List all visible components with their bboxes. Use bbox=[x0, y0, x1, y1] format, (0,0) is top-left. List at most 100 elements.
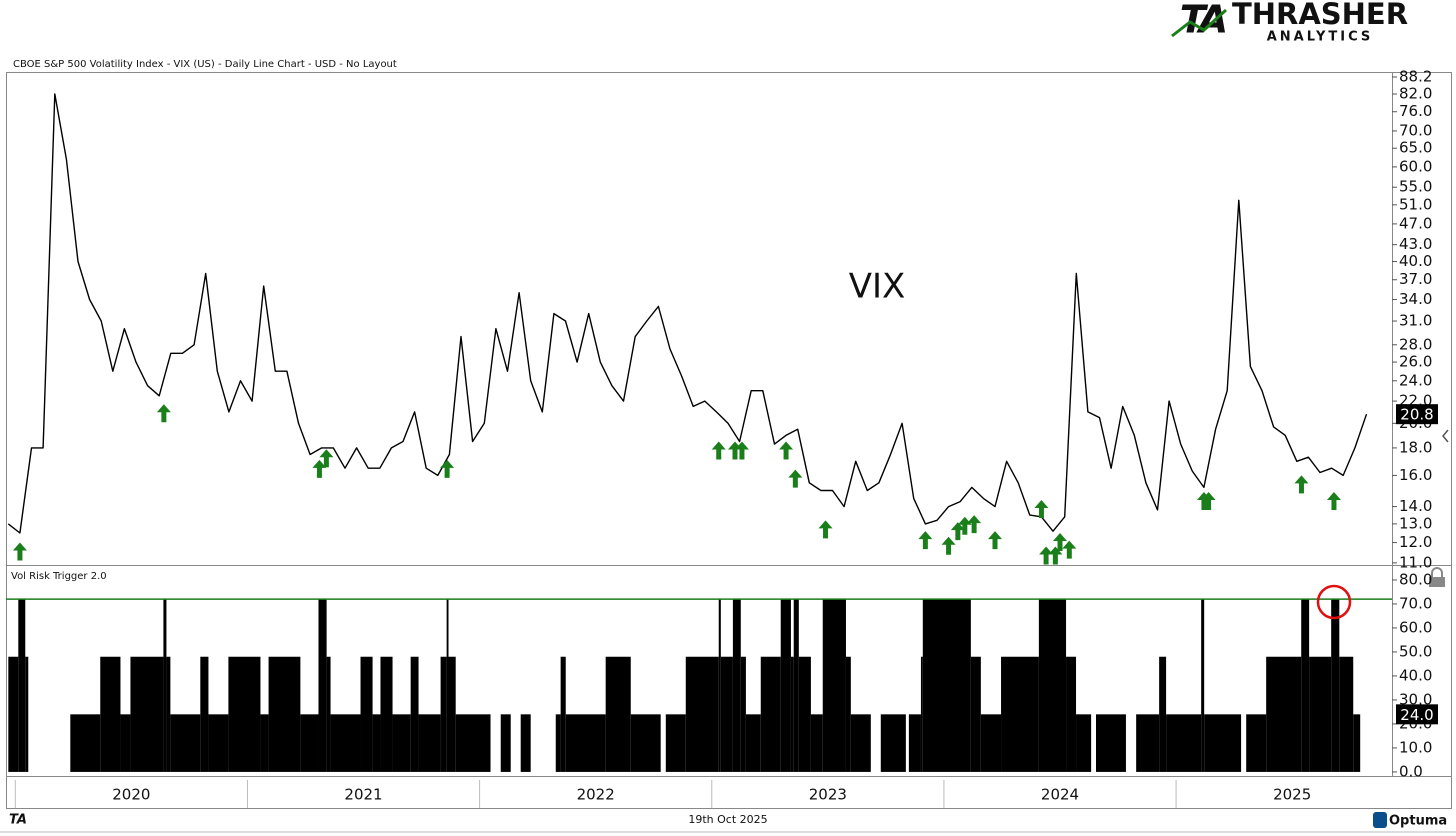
step-bar bbox=[1136, 714, 1160, 772]
step-bar bbox=[326, 656, 331, 772]
step-bar bbox=[1331, 599, 1340, 772]
step-bar bbox=[970, 656, 981, 772]
step-bar bbox=[822, 599, 846, 772]
step-bar bbox=[318, 599, 327, 772]
logo-swoosh bbox=[1171, 8, 1228, 38]
y-tick-label: 80.0 bbox=[1399, 570, 1432, 588]
step-bar bbox=[260, 714, 269, 772]
y-tick-label: 11.0 bbox=[1399, 553, 1432, 571]
logo: TA THRASHER ANALYTICS bbox=[1171, 0, 1408, 45]
step-bar bbox=[760, 656, 781, 772]
y-tick-label: 18.0 bbox=[1399, 438, 1432, 456]
collapse-icon[interactable] bbox=[1442, 429, 1449, 443]
step-bar bbox=[70, 714, 101, 772]
step-bar bbox=[745, 714, 761, 772]
y-tick-label: 37.0 bbox=[1399, 270, 1432, 288]
step-bar bbox=[630, 714, 661, 772]
step-bar bbox=[392, 714, 411, 772]
signal-arrow bbox=[12, 542, 27, 561]
step-bar bbox=[208, 714, 229, 772]
step-bar bbox=[200, 656, 209, 772]
logo-mark: TA bbox=[1180, 0, 1226, 42]
step-bar bbox=[1001, 656, 1039, 772]
signal-arrow bbox=[1201, 492, 1216, 511]
y-tick-label: 55.0 bbox=[1399, 178, 1432, 196]
step-bar bbox=[300, 714, 319, 772]
y-tick-label: 26.0 bbox=[1399, 353, 1432, 371]
y-tick-label: 47.0 bbox=[1399, 214, 1432, 232]
footer-mark: TA bbox=[9, 813, 27, 828]
step-bar bbox=[380, 656, 393, 772]
signal-arrow bbox=[941, 536, 956, 555]
signal-arrow bbox=[1039, 546, 1054, 565]
step-bar bbox=[448, 656, 456, 772]
signal-arrow bbox=[988, 531, 1003, 550]
step-bar bbox=[1095, 714, 1126, 772]
step-bar bbox=[732, 599, 741, 772]
frame-box bbox=[6, 72, 1452, 809]
step-bar bbox=[810, 714, 823, 772]
highlight-circle bbox=[1316, 584, 1352, 620]
frame bbox=[6, 72, 1452, 809]
lock-icon[interactable] bbox=[1429, 567, 1445, 587]
step-bar bbox=[565, 714, 606, 772]
x-tick-label: 2023 bbox=[809, 786, 847, 804]
logo-sub: ANALYTICS bbox=[1267, 30, 1374, 45]
step-bar bbox=[798, 656, 811, 772]
y-tick-label: 30.0 bbox=[1399, 690, 1432, 708]
panel-title: Vol Risk Trigger 2.0 bbox=[11, 571, 107, 582]
step-bar bbox=[793, 599, 799, 772]
signal-arrow bbox=[734, 441, 749, 460]
step-bar bbox=[8, 656, 19, 772]
step-bar bbox=[170, 714, 201, 772]
step-bar bbox=[980, 714, 1002, 772]
step-bar bbox=[360, 656, 373, 772]
step-bar bbox=[1246, 714, 1267, 772]
last-value-box bbox=[1396, 704, 1438, 725]
step-bar bbox=[330, 714, 361, 772]
signal-arrow bbox=[312, 459, 327, 478]
step-bar bbox=[500, 714, 511, 772]
step-bar bbox=[880, 714, 906, 772]
step-bar bbox=[166, 656, 171, 772]
step-bar bbox=[1204, 714, 1242, 772]
x-tick-label: 2020 bbox=[112, 786, 150, 804]
step-bar bbox=[780, 599, 791, 772]
footer-date: 19th Oct 2025 bbox=[688, 813, 767, 826]
step-bar bbox=[120, 714, 131, 772]
step-bar bbox=[1353, 714, 1361, 772]
y-tick-label: 40.0 bbox=[1399, 252, 1432, 270]
signal-arrow bbox=[1062, 540, 1077, 559]
y-tick-label: 31.0 bbox=[1399, 312, 1432, 330]
signal-arrow bbox=[319, 449, 334, 468]
lock-body bbox=[1429, 577, 1445, 587]
y-tick-label: 51.0 bbox=[1399, 195, 1432, 213]
step-bar bbox=[268, 656, 301, 772]
y-tick-label: 28.0 bbox=[1399, 335, 1432, 353]
step-bar bbox=[850, 714, 871, 772]
lock-shackle bbox=[1431, 567, 1443, 577]
x-tick-label: 2024 bbox=[1041, 786, 1079, 804]
step-bar bbox=[100, 656, 121, 772]
step-bar bbox=[1076, 714, 1092, 772]
y-tick-label: 70.0 bbox=[1399, 121, 1432, 139]
step-bar bbox=[740, 656, 746, 772]
y-tick-label: 14.0 bbox=[1399, 497, 1432, 515]
step-bar bbox=[605, 656, 631, 772]
signal-arrow bbox=[967, 515, 982, 534]
step-bar bbox=[418, 714, 441, 772]
signal-arrow bbox=[1034, 500, 1049, 519]
signal-arrow bbox=[156, 404, 171, 423]
last-value-label: 24.0 bbox=[1400, 706, 1433, 724]
step-bar bbox=[1038, 599, 1067, 772]
step-bar bbox=[18, 599, 26, 772]
y-tick-label: 50.0 bbox=[1399, 642, 1432, 660]
y-tick-label: 0.0 bbox=[1399, 762, 1423, 780]
chart-title: CBOE S&P 500 Volatility Index - VIX (US)… bbox=[13, 59, 397, 70]
last-value-box bbox=[1396, 404, 1438, 425]
step-bar bbox=[1159, 656, 1167, 772]
logo-brand: THRASHER bbox=[1232, 0, 1408, 31]
y-tick-label: 12.0 bbox=[1399, 533, 1432, 551]
y-tick-label: 70.0 bbox=[1399, 594, 1432, 612]
